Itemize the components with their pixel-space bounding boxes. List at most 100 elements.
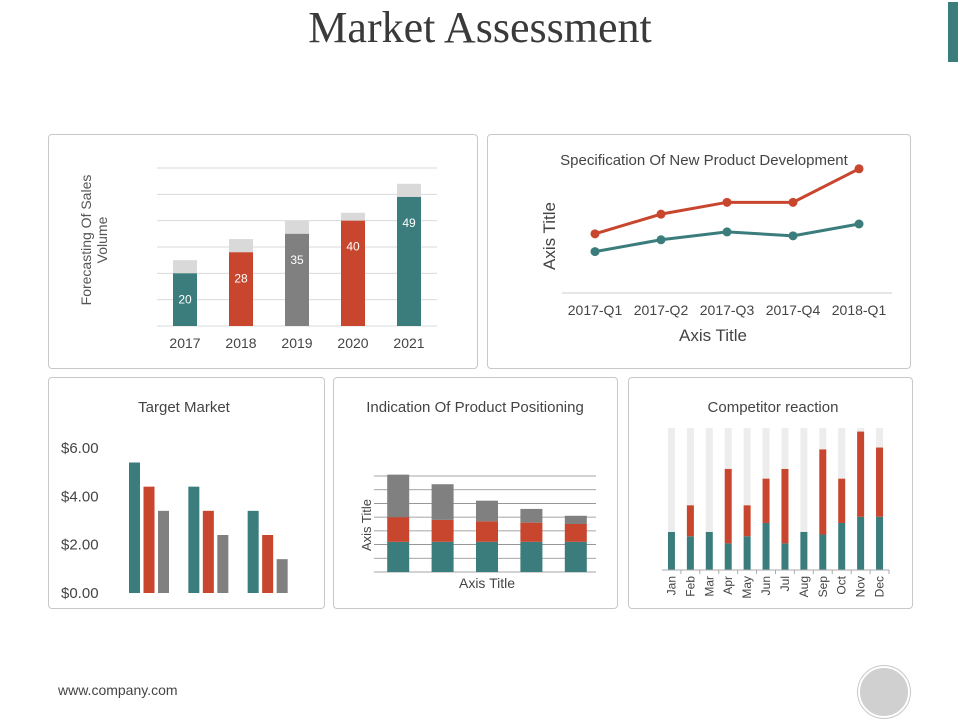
competitor-bar-segment: [705, 428, 713, 532]
competitor-x-tick: Dec: [873, 576, 887, 597]
target-bar: [143, 486, 155, 593]
positioning-chart: Indication Of Product Positioning Axis T…: [359, 399, 596, 591]
sales-y-axis-label: Forecasting Of SalesVolume: [78, 175, 110, 306]
footer-website[interactable]: www.company.com: [58, 682, 178, 698]
sales-bar: [397, 196, 421, 326]
sales-chart: 20 28 35 40 49 2017 2018 2019 2020 2021 Forecast…: [78, 167, 437, 351]
competitor-bar-segment: [876, 428, 884, 448]
target-chart: Target Market $0.00 $2.00 $4.00 $6.00: [61, 399, 288, 602]
positioning-bar-segment: [476, 521, 498, 542]
competitor-x-tick: Oct: [835, 575, 849, 594]
sales-bar-cap: [397, 183, 421, 197]
sales-bar: [173, 273, 197, 326]
target-bar: [276, 559, 288, 593]
sales-x-tick: 2020: [337, 335, 368, 351]
spec-x-axis-title: Axis Title: [679, 326, 747, 345]
competitor-bar-segment: [724, 428, 732, 469]
sales-bar: [285, 233, 309, 326]
competitor-bar-segment: [857, 516, 865, 570]
competitor-bar-segment: [876, 516, 884, 570]
competitor-bar-segment: [838, 428, 846, 479]
competitor-x-tick: Sep: [816, 576, 830, 598]
competitor-x-tick: Feb: [683, 576, 697, 597]
competitor-x-tick: Aug: [797, 576, 811, 597]
target-bar: [188, 486, 200, 593]
competitor-bar-segment: [800, 531, 808, 570]
positioning-bar-segment: [431, 484, 454, 520]
competitor-bar-segment: [743, 428, 751, 506]
spec-x-tick: 2017-Q1: [568, 302, 623, 318]
positioning-bar-segment: [431, 519, 454, 542]
positioning-bar-segment: [387, 517, 410, 542]
competitor-x-tick: Jul: [778, 576, 792, 591]
sales-x-tick: 2019: [281, 335, 312, 351]
positioning-bar-segment: [387, 541, 410, 572]
competitor-bar-segment: [686, 505, 694, 537]
sales-bar-cap: [285, 220, 309, 234]
spec-series-point: [722, 227, 732, 237]
spec-chart: Specification Of New Product Development…: [540, 152, 892, 345]
competitor-bar-segment: [705, 531, 713, 570]
sales-x-tick: 2021: [393, 335, 424, 351]
sales-data-label: 35: [290, 253, 304, 267]
sales-bar: [229, 252, 253, 326]
competitor-bar-segment: [743, 536, 751, 570]
positioning-bar-segment: [520, 541, 543, 572]
competitor-bar-segment: [781, 543, 789, 570]
sales-data-label: 40: [346, 240, 360, 254]
competitor-bar-segment: [857, 428, 865, 432]
competitor-bar-segment: [762, 522, 770, 570]
competitor-x-tick: Mar: [702, 576, 716, 597]
target-y-tick: $4.00: [61, 488, 99, 505]
sales-data-label: 28: [234, 271, 248, 285]
competitor-bar-segment: [724, 543, 732, 570]
sales-bar: [341, 220, 365, 326]
positioning-y-axis-title: Axis Title: [359, 499, 374, 551]
positioning-bar-segment: [387, 474, 410, 518]
positioning-bar-segment: [476, 541, 498, 572]
competitor-bar-segment: [800, 428, 808, 532]
competitor-bar-segment: [743, 505, 751, 537]
spec-series-point: [722, 197, 732, 207]
competitor-x-tick: Jun: [759, 576, 773, 595]
panel-product-positioning: Indication Of Product Positioning Axis T…: [333, 377, 618, 609]
spec-series-point: [854, 164, 864, 174]
sales-x-tick: 2018: [225, 335, 256, 351]
spec-x-tick: 2017-Q2: [634, 302, 689, 318]
competitor-bar-segment: [819, 534, 827, 570]
competitor-bar-segment: [838, 478, 846, 523]
spec-chart-title: Specification Of New Product Development: [560, 152, 848, 169]
competitor-x-tick: Nov: [854, 576, 868, 597]
positioning-bar-segment: [520, 508, 543, 523]
positioning-bar-segment: [476, 500, 498, 522]
competitor-bar-segment: [876, 447, 884, 517]
panel-spec-development: Specification Of New Product Development…: [487, 134, 911, 369]
spec-series-point: [788, 197, 798, 207]
sales-x-tick: 2017: [169, 335, 200, 351]
competitor-bar-segment: [857, 431, 865, 517]
spec-x-tick: 2017-Q3: [700, 302, 755, 318]
spec-x-tick: 2018-Q1: [832, 302, 887, 318]
target-bar: [158, 510, 169, 593]
competitor-bar-segment: [838, 522, 846, 570]
target-chart-title: Target Market: [138, 399, 231, 416]
target-bar: [129, 462, 140, 593]
competitor-bar-segment: [762, 478, 770, 523]
spec-series-point: [656, 235, 666, 245]
positioning-bar-segment: [520, 522, 543, 542]
spec-series-point: [590, 247, 600, 257]
page-title: Market Assessment: [308, 3, 652, 52]
competitor-bar-segment: [819, 449, 827, 535]
competitor-bar-segment: [762, 428, 770, 479]
competitor-bar-segment: [781, 428, 789, 469]
competitor-x-tick: May: [740, 576, 754, 599]
panel-target-market: Target Market $0.00 $2.00 $4.00 $6.00: [48, 377, 325, 609]
target-y-tick: $2.00: [61, 537, 99, 554]
panel-sales-forecast: 20 28 35 40 49 2017 2018 2019 2020 2021 Forecast…: [48, 134, 478, 369]
competitor-bar-segment: [667, 428, 675, 532]
competitor-bar-segment: [686, 428, 694, 506]
spec-series-point: [854, 219, 864, 229]
decorative-circle: [858, 666, 910, 718]
sales-data-label: 20: [178, 292, 192, 306]
positioning-bar-segment: [564, 541, 587, 572]
